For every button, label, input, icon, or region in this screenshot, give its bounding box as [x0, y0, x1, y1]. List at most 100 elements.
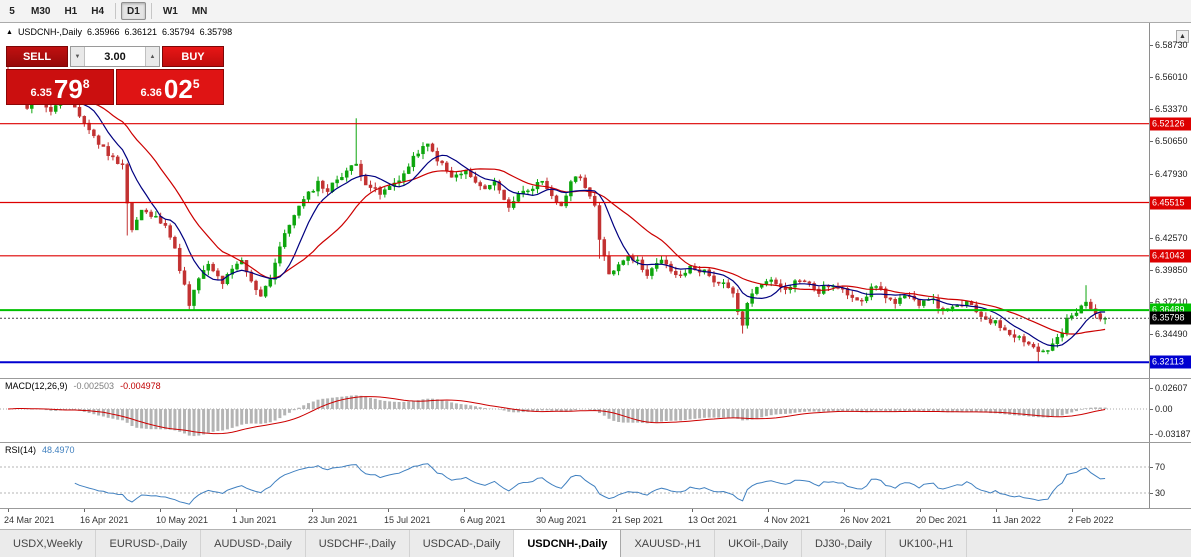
date-axis-label: 21 Sep 2021 [612, 515, 664, 525]
date-axis-label: 26 Nov 2021 [840, 515, 892, 525]
timeframe-button-mn[interactable]: MN [191, 5, 208, 17]
date-axis-tick [692, 509, 693, 512]
chart-symbol-timeframe: USDCNH-,Daily [17, 27, 82, 37]
date-axis-label: 23 Jun 2021 [308, 515, 358, 525]
macd-label: MACD(12,26,9) -0.002503 -0.004978 [5, 381, 161, 391]
level-price-badge: 6.45515 [1150, 196, 1191, 210]
price-axis-tick [1150, 77, 1153, 79]
collapse-chart-icon[interactable]: ▲ [6, 28, 13, 36]
date-axis-label: 4 Nov 2021 [764, 515, 811, 525]
date-axis-tick [236, 509, 237, 512]
price-axis-label: 6.47930 [1155, 168, 1188, 179]
rsi-axis-tick [1150, 467, 1153, 468]
volume-input[interactable] [85, 47, 145, 66]
macd-histogram [11, 395, 1107, 437]
price-axis-tick [1150, 173, 1153, 175]
rsi-label: RSI(14) 48.4970 [5, 445, 75, 455]
timeframe-button-5[interactable]: 5 [9, 5, 15, 17]
macd-axis-label: 0.00 [1155, 404, 1173, 414]
price-axis-label: 6.53370 [1155, 103, 1188, 114]
sell-price-point: 8 [82, 77, 90, 91]
tab-eurusd-daily[interactable]: EURUSD-,Daily [96, 530, 202, 557]
macd-signal-line [7, 396, 1106, 435]
rsi-plot[interactable] [0, 443, 1149, 508]
timeframe-button-h4[interactable]: H4 [91, 5, 105, 17]
candlestick-chart[interactable] [0, 23, 1149, 378]
timeframe-toolbar: 5 M30 H1 H4 D1 W1 MN [0, 0, 1191, 23]
date-axis-tick [1072, 509, 1073, 512]
volume-decrease-button[interactable]: ▼ [71, 47, 85, 66]
macd-axis-label: -0.03187 [1155, 429, 1191, 440]
volume-increase-button[interactable]: ▲ [145, 47, 159, 66]
date-axis-tick [160, 509, 161, 512]
price-axis-label: 6.58730 [1155, 40, 1188, 50]
date-axis-label: 15 Jul 2021 [384, 515, 431, 525]
ohlc-close: 6.35798 [199, 27, 233, 37]
date-axis-tick [920, 509, 921, 512]
price-axis-tick [1150, 237, 1153, 239]
level-price-badge: 6.32113 [1150, 355, 1191, 369]
timeframe-button-w1[interactable]: W1 [162, 5, 178, 17]
scroll-up-button[interactable]: ▲ [1176, 30, 1189, 43]
macd-axis-label: 0.02607 [1155, 383, 1188, 394]
macd-plot[interactable] [0, 379, 1149, 442]
date-axis-label: 20 Dec 2021 [916, 515, 968, 525]
timeframe-button-d1[interactable]: D1 [121, 2, 146, 20]
sell-price-display[interactable]: 6.35 79 8 [6, 69, 114, 105]
macd-axis-tick [1150, 409, 1153, 410]
toolbar-separator [115, 3, 117, 19]
price-axis-label: 6.42570 [1155, 232, 1188, 243]
tab-usdx-weekly[interactable]: USDX,Weekly [0, 530, 97, 557]
tab-xauusd-h1[interactable]: XAUUSD-,H1 [621, 530, 716, 557]
chart-ohlc-header: ▲ USDCNH-,Daily 6.35966 6.36121 6.35794 … [6, 27, 232, 37]
date-axis-label: 24 Mar 2021 [4, 515, 55, 525]
timeframe-button-m30[interactable]: M30 [31, 5, 51, 17]
date-axis-tick [388, 509, 389, 512]
macd-axis-tick [1150, 388, 1153, 390]
buy-price-pips: 02 [163, 74, 193, 104]
rsi-axis: 70 30 [1149, 443, 1191, 508]
date-axis-tick [312, 509, 313, 512]
tab-dj30-daily[interactable]: DJ30-,Daily [802, 530, 886, 557]
sell-price-pips: 79 [53, 74, 83, 104]
price-axis-label: 6.50650 [1155, 136, 1188, 147]
tab-usdcad-daily[interactable]: USDCAD-,Daily [410, 530, 515, 557]
date-axis-tick [996, 509, 997, 512]
date-axis-label: 13 Oct 2021 [688, 515, 738, 525]
price-axis: ▲ 6.58730 6.56010 6.53370 6.50650 6.47930 6.4… [1149, 23, 1191, 378]
date-axis-label: 6 Aug 2021 [460, 515, 506, 525]
date-axis-tick [844, 509, 845, 512]
buy-button[interactable]: BUY [162, 46, 224, 67]
rsi-axis-label: 70 [1155, 462, 1166, 472]
tab-ukoil-daily[interactable]: UKOil-,Daily [715, 530, 802, 557]
price-axis-label: 6.37210 [1155, 296, 1188, 307]
date-axis-tick [84, 509, 85, 512]
macd-axis-tick [1150, 434, 1153, 436]
macd-axis: 0.02607 0.00 -0.03187 [1149, 379, 1191, 442]
rsi-axis-tick [1150, 493, 1153, 494]
buy-price-point: 5 [192, 77, 200, 91]
date-axis-label: 10 May 2021 [156, 515, 209, 525]
rsi-indicator-panel: RSI(14) 48.4970 70 30 [0, 442, 1191, 508]
macd-indicator-panel: MACD(12,26,9) -0.002503 -0.004978 0.0260… [0, 378, 1191, 442]
date-axis-label: 30 Aug 2021 [536, 515, 587, 525]
buy-price-display[interactable]: 6.36 02 5 [116, 69, 224, 105]
ohlc-low: 6.35794 [162, 27, 195, 37]
price-axis-tick [1150, 45, 1153, 46]
date-axis-label: 11 Jan 2022 [992, 515, 1041, 525]
ohlc-open: 6.35966 [86, 27, 120, 37]
price-axis-tick [1150, 270, 1153, 272]
volume-spinner: ▼ ▲ [70, 46, 160, 67]
candles-group [6, 64, 1107, 363]
price-axis-tick [1150, 141, 1153, 143]
tab-usdcnh-daily[interactable]: USDCNH-,Daily [514, 530, 622, 557]
timeframe-button-h1[interactable]: H1 [64, 5, 78, 17]
date-axis-tick [8, 509, 9, 512]
sell-price-figure: 6.35 [30, 87, 52, 99]
tab-usdchf-daily[interactable]: USDCHF-,Daily [306, 530, 410, 557]
sell-button[interactable]: SELL [6, 46, 68, 67]
tab-uk100-h1[interactable]: UK100-,H1 [886, 530, 968, 557]
tab-audusd-daily[interactable]: AUDUSD-,Daily [201, 530, 306, 557]
price-axis-tick [1150, 108, 1153, 110]
